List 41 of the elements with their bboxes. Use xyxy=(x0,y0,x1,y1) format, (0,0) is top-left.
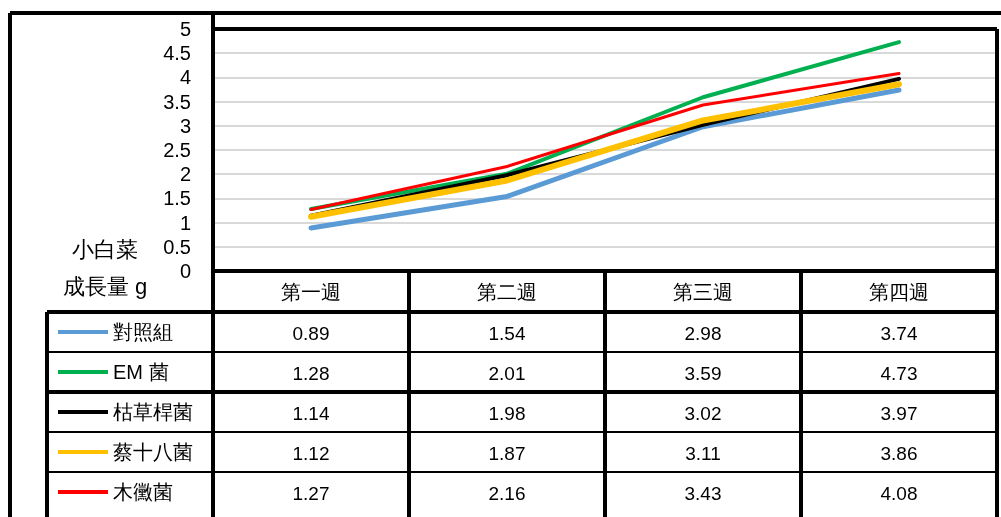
data-label: 3.11 xyxy=(685,442,721,464)
data-label: 1.27 xyxy=(292,482,330,504)
y-axis-title: 小白菜成長量 g xyxy=(62,237,148,299)
y-tick-label: 3 xyxy=(179,114,191,137)
y-tick-label: 1 xyxy=(179,211,191,234)
data-label: 4.73 xyxy=(880,362,918,384)
x-tick-label: 第一週 xyxy=(281,281,341,303)
y-tick-label: 3.5 xyxy=(163,90,191,113)
legend-label: 對照組 xyxy=(113,321,173,343)
y-tick-label: 0 xyxy=(179,260,191,282)
data-label: 1.14 xyxy=(292,402,330,424)
y-tick-label: 2.5 xyxy=(163,139,191,161)
data-label: 1.12 xyxy=(292,442,330,464)
x-tick-label: 第四週 xyxy=(869,281,929,303)
data-label: 1.54 xyxy=(488,322,526,344)
data-label: 1.98 xyxy=(488,402,526,424)
y-tick-label: 5 xyxy=(179,18,191,40)
y-tick-label: 0.5 xyxy=(163,235,191,258)
data-label: 0.89 xyxy=(292,322,330,344)
data-label: 3.43 xyxy=(684,482,722,504)
data-label: 2.98 xyxy=(684,322,722,344)
data-label: 2.01 xyxy=(488,362,526,384)
data-label: 1.87 xyxy=(488,442,526,464)
data-label: 1.28 xyxy=(292,362,330,384)
x-tick-label: 第三週 xyxy=(673,281,733,303)
data-label: 2.16 xyxy=(488,482,526,504)
data-label: 3.97 xyxy=(880,402,918,424)
data-label: 3.86 xyxy=(880,442,918,464)
data-label: 3.74 xyxy=(880,322,918,344)
legend-label: 蔡十八菌 xyxy=(113,441,193,463)
y-tick-label: 2 xyxy=(179,163,191,186)
y-tick-label: 1.5 xyxy=(163,187,191,210)
legend-label: 枯草桿菌 xyxy=(113,401,193,423)
legend-label: EM 菌 xyxy=(113,361,169,383)
y-tick-label: 4 xyxy=(179,66,191,89)
data-label: 4.08 xyxy=(880,482,918,504)
y-tick-label: 4.5 xyxy=(163,42,191,65)
legend-label: 木黴菌 xyxy=(113,481,173,503)
data-label: 3.59 xyxy=(684,362,722,384)
data-label: 3.02 xyxy=(684,402,722,424)
x-tick-label: 第二週 xyxy=(477,281,537,303)
